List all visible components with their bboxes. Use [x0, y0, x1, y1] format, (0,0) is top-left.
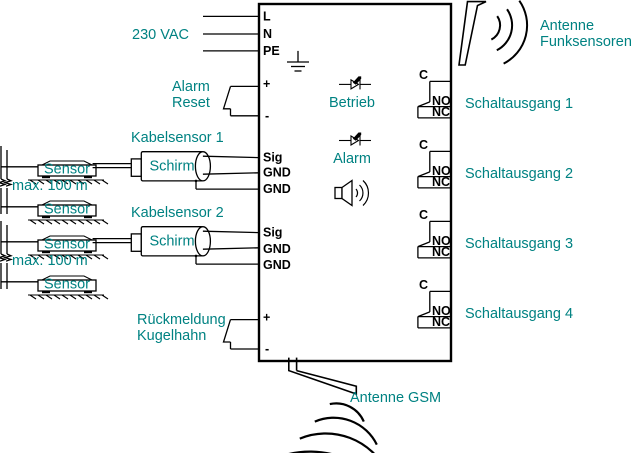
- svg-text:+: +: [263, 77, 270, 91]
- svg-text:+: +: [263, 311, 270, 325]
- svg-text:GND: GND: [263, 182, 291, 196]
- svg-text:N: N: [263, 27, 272, 41]
- svg-text:Schaltausgang 2: Schaltausgang 2: [465, 166, 573, 182]
- svg-text:GND: GND: [263, 242, 291, 256]
- svg-text:Antenne GSM: Antenne GSM: [350, 390, 441, 406]
- svg-text:Schaltausgang 4: Schaltausgang 4: [465, 306, 573, 322]
- svg-text:Antenne: Antenne: [540, 18, 594, 34]
- svg-text:PE: PE: [263, 44, 280, 58]
- svg-text:Kabelsensor 1: Kabelsensor 1: [131, 130, 224, 146]
- svg-text:Rückmeldung: Rückmeldung: [137, 312, 226, 328]
- svg-text:Funksensoren: Funksensoren: [540, 34, 632, 50]
- svg-text:Schaltausgang 3: Schaltausgang 3: [465, 236, 573, 252]
- svg-text:Alarm: Alarm: [172, 79, 210, 95]
- svg-text:Betrieb: Betrieb: [329, 95, 375, 111]
- svg-text:Reset: Reset: [172, 95, 210, 111]
- svg-text:Kabelsensor 2: Kabelsensor 2: [131, 205, 224, 221]
- svg-text:Alarm: Alarm: [333, 151, 371, 167]
- svg-text:Sig: Sig: [263, 226, 282, 240]
- svg-text:230 VAC: 230 VAC: [132, 27, 189, 43]
- svg-text:-: -: [265, 109, 269, 123]
- svg-text:GND: GND: [263, 166, 291, 180]
- svg-text:-: -: [265, 342, 269, 356]
- svg-text:GND: GND: [263, 258, 291, 272]
- svg-text:Sig: Sig: [263, 151, 282, 165]
- svg-text:Kugelhahn: Kugelhahn: [137, 328, 206, 344]
- svg-text:L: L: [263, 10, 271, 24]
- svg-text:Schaltausgang 1: Schaltausgang 1: [465, 96, 573, 112]
